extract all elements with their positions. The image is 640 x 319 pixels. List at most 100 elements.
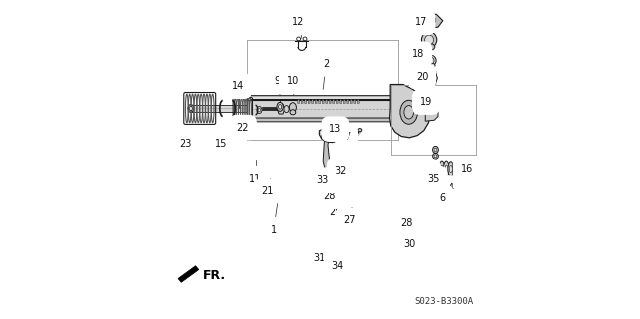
Polygon shape (246, 118, 403, 122)
Polygon shape (357, 100, 359, 103)
Text: 26: 26 (329, 207, 342, 217)
Polygon shape (425, 104, 438, 121)
Text: 5: 5 (435, 193, 441, 203)
Polygon shape (322, 100, 324, 103)
Ellipse shape (400, 100, 417, 124)
Text: 23: 23 (179, 138, 191, 149)
Ellipse shape (440, 165, 444, 173)
Ellipse shape (422, 70, 429, 74)
Ellipse shape (424, 81, 436, 86)
Text: 21: 21 (261, 186, 273, 197)
Polygon shape (336, 164, 341, 169)
Text: 16: 16 (461, 164, 473, 174)
Polygon shape (330, 186, 337, 192)
Polygon shape (419, 13, 443, 29)
Text: 7: 7 (344, 132, 350, 142)
Text: 13: 13 (329, 124, 341, 134)
Ellipse shape (289, 103, 296, 112)
Ellipse shape (424, 35, 433, 45)
Polygon shape (329, 100, 331, 103)
Ellipse shape (424, 70, 436, 74)
Polygon shape (410, 218, 417, 226)
Ellipse shape (188, 104, 194, 113)
Polygon shape (319, 128, 340, 143)
Text: 3: 3 (443, 183, 449, 193)
Text: S023-B3300A: S023-B3300A (414, 297, 474, 306)
Ellipse shape (338, 219, 348, 225)
Ellipse shape (340, 212, 346, 216)
Polygon shape (350, 100, 352, 103)
Text: 22: 22 (237, 122, 249, 133)
Polygon shape (301, 100, 303, 103)
Ellipse shape (189, 106, 193, 111)
Ellipse shape (433, 153, 438, 159)
Polygon shape (354, 100, 356, 103)
Polygon shape (246, 100, 403, 118)
Text: 4: 4 (448, 183, 454, 193)
Text: 28: 28 (323, 191, 336, 201)
Polygon shape (316, 100, 317, 103)
Polygon shape (340, 100, 342, 103)
Polygon shape (319, 169, 326, 176)
Text: 29: 29 (329, 175, 342, 185)
Ellipse shape (358, 129, 362, 132)
Ellipse shape (422, 62, 429, 66)
Text: FR.: FR. (203, 269, 226, 282)
Ellipse shape (404, 106, 413, 119)
Ellipse shape (340, 204, 346, 208)
Text: 11: 11 (250, 174, 262, 184)
Ellipse shape (448, 162, 454, 176)
Text: 35: 35 (428, 174, 440, 184)
Polygon shape (347, 100, 349, 103)
Polygon shape (246, 96, 403, 100)
Text: 14: 14 (232, 81, 244, 91)
Ellipse shape (425, 63, 435, 68)
Polygon shape (178, 266, 199, 282)
Text: 28: 28 (400, 218, 412, 228)
Text: 31: 31 (313, 253, 326, 263)
Polygon shape (308, 100, 310, 103)
Ellipse shape (337, 202, 349, 210)
Circle shape (328, 175, 339, 187)
Ellipse shape (338, 258, 341, 262)
Ellipse shape (452, 162, 458, 176)
Polygon shape (319, 248, 327, 256)
Polygon shape (191, 105, 246, 112)
Text: 8: 8 (427, 167, 433, 177)
Ellipse shape (426, 16, 436, 24)
Ellipse shape (434, 148, 437, 152)
Ellipse shape (422, 76, 429, 80)
Ellipse shape (277, 102, 284, 111)
Text: 20: 20 (416, 71, 428, 82)
Text: 19: 19 (420, 97, 432, 107)
Polygon shape (321, 133, 340, 181)
Text: 30: 30 (403, 239, 415, 249)
Text: 32: 32 (335, 166, 347, 176)
Ellipse shape (337, 210, 349, 218)
Ellipse shape (462, 164, 465, 174)
Text: 34: 34 (332, 261, 344, 271)
Ellipse shape (257, 107, 262, 114)
Ellipse shape (461, 160, 467, 179)
Text: 1: 1 (271, 225, 277, 235)
Text: 17: 17 (415, 17, 428, 27)
Ellipse shape (422, 32, 436, 48)
Polygon shape (326, 100, 328, 103)
Polygon shape (390, 85, 430, 138)
Polygon shape (298, 100, 300, 103)
Ellipse shape (433, 146, 438, 153)
Ellipse shape (422, 56, 429, 59)
Text: 24: 24 (342, 207, 355, 217)
Text: 33: 33 (316, 175, 329, 185)
Polygon shape (312, 100, 314, 103)
Ellipse shape (424, 55, 436, 66)
Ellipse shape (423, 43, 435, 50)
Text: 9: 9 (275, 76, 281, 86)
Polygon shape (333, 100, 335, 103)
Ellipse shape (454, 166, 457, 173)
Polygon shape (319, 100, 321, 103)
Text: 25: 25 (343, 223, 356, 233)
Text: 12: 12 (292, 17, 305, 27)
Text: 15: 15 (215, 138, 227, 149)
Text: 27: 27 (343, 215, 356, 225)
